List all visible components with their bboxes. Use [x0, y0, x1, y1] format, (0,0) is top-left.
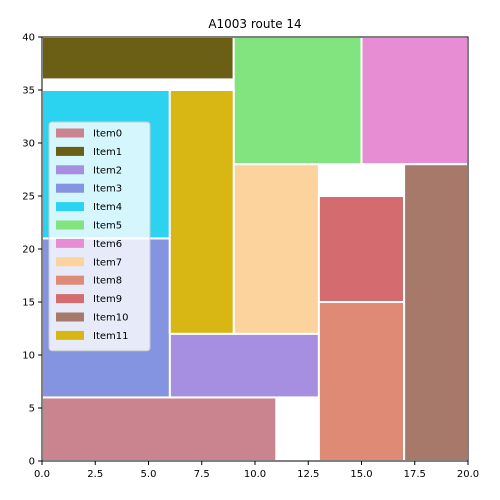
x-tick-label-6: 15.0	[350, 469, 372, 480]
axes: 0.0 2.5 5.0 7.5 10.0 12.5 15.0 17.5 20.0 0 5 10 15 20…	[22, 33, 479, 481]
y-tick-label-1: 5	[29, 404, 35, 415]
item-rect-2	[168, 332, 320, 399]
item-rect-1	[41, 36, 235, 81]
legend-swatch-0	[56, 128, 84, 138]
legend-swatch-3	[56, 183, 84, 193]
item-rect-9	[317, 195, 406, 303]
legend-label-0: Item0	[93, 129, 122, 140]
legend-swatch-4	[56, 202, 84, 212]
item-rect-10	[403, 163, 470, 462]
legend-label-4: Item4	[93, 202, 122, 213]
legend-swatch-1	[56, 146, 84, 156]
legend-label-10: Item10	[93, 313, 129, 324]
y-tick-label-5: 25	[22, 192, 35, 203]
x-tick-label-5: 12.5	[297, 469, 319, 480]
legend-swatch-2	[56, 165, 84, 175]
y-tick-label-2: 10	[22, 351, 35, 362]
y-tick-label-6: 30	[22, 139, 35, 150]
x-tick-label-0: 0.0	[34, 469, 50, 480]
legend-swatch-11	[56, 330, 84, 340]
legend-label-2: Item2	[93, 165, 122, 176]
legend-label-8: Item8	[93, 276, 122, 287]
y-tick-label-7: 35	[22, 86, 35, 97]
legend-box	[48, 121, 151, 352]
item-rect-5	[232, 36, 363, 166]
x-tick-label-7: 17.5	[404, 469, 426, 480]
item-rect-11	[168, 89, 235, 335]
legend: Item0 Item1 Item2 Item3 Item4 Item5 Item6 Item7…	[48, 121, 151, 352]
legend-label-5: Item5	[93, 221, 122, 232]
y-tick-label-4: 20	[22, 245, 35, 256]
item-rect-0	[41, 396, 278, 462]
legend-label-3: Item3	[93, 184, 122, 195]
x-tick-label-3: 7.5	[194, 469, 210, 480]
legend-swatch-7	[56, 257, 84, 267]
legend-swatch-8	[56, 275, 84, 285]
legend-swatch-6	[56, 238, 84, 248]
x-tick-label-8: 20.0	[457, 469, 479, 480]
legend-swatch-9	[56, 294, 84, 304]
y-tick-label-3: 15	[22, 298, 35, 309]
legend-label-1: Item1	[93, 147, 122, 158]
x-tick-label-4: 10.0	[244, 469, 266, 480]
item-rect-7	[232, 163, 320, 335]
x-tick-label-1: 2.5	[87, 469, 103, 480]
chart-title: A1003 route 14	[208, 17, 301, 31]
legend-label-7: Item7	[93, 257, 122, 268]
x-tick-label-2: 5.0	[141, 469, 157, 480]
legend-swatch-5	[56, 220, 84, 230]
y-tick-label-8: 40	[22, 33, 35, 44]
legend-swatch-10	[56, 312, 84, 322]
legend-label-11: Item11	[93, 331, 129, 342]
item-rect-8	[317, 301, 406, 462]
y-tick-label-0: 0	[29, 457, 35, 468]
legend-label-6: Item6	[93, 239, 122, 250]
item-rect-6	[360, 36, 469, 166]
legend-label-9: Item9	[93, 294, 122, 305]
